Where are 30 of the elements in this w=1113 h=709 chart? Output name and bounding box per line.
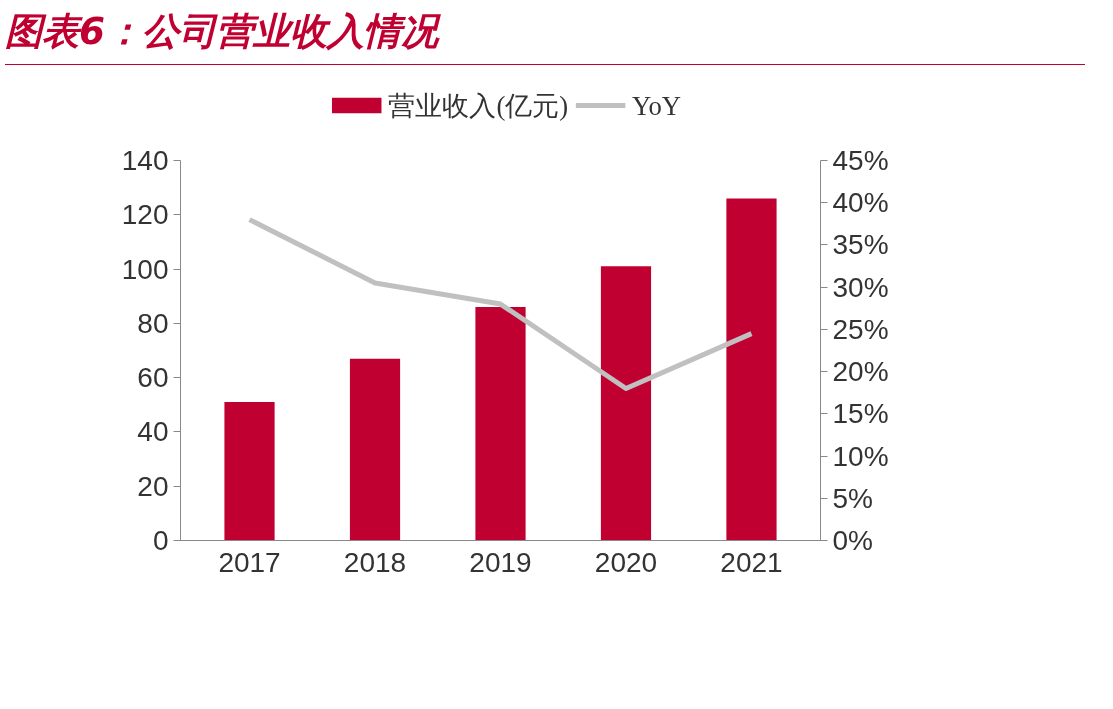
y2-tick-label: 10% (832, 440, 889, 472)
y2-tick-label: 20% (832, 356, 889, 388)
y-tick-label: 20 (137, 471, 169, 503)
bar (224, 402, 275, 541)
bar (475, 307, 526, 541)
y2-tick-label: 5% (832, 483, 873, 515)
y-tick-label: 40 (137, 416, 169, 448)
y-tick-label: 0 (152, 525, 169, 557)
legend-label: 营业收入(亿元) (388, 90, 569, 121)
y-tick-label: 80 (137, 308, 169, 340)
x-tick-label: 2018 (343, 546, 407, 578)
y2-tick-label: 25% (832, 314, 889, 346)
bar (726, 198, 777, 541)
y-tick-label: 100 (121, 253, 169, 285)
x-tick-label: 2020 (594, 546, 658, 578)
bar (349, 358, 401, 541)
x-tick-label: 2017 (218, 546, 281, 578)
y2-tick-label: 30% (832, 271, 889, 303)
bar (600, 266, 652, 541)
y2-tick-label: 0% (832, 525, 873, 557)
y2-tick-label: 40% (832, 187, 889, 219)
y2-tick-label: 45% (832, 145, 889, 177)
legend-label: YoY (631, 90, 682, 121)
y-tick-label: 60 (137, 362, 169, 394)
x-tick-label: 2021 (720, 546, 783, 578)
y-tick-label: 140 (121, 145, 169, 177)
x-tick-label: 2019 (469, 546, 532, 578)
y2-tick-label: 35% (832, 229, 889, 261)
y-tick-label: 120 (121, 199, 169, 231)
y2-tick-label: 15% (832, 398, 889, 430)
